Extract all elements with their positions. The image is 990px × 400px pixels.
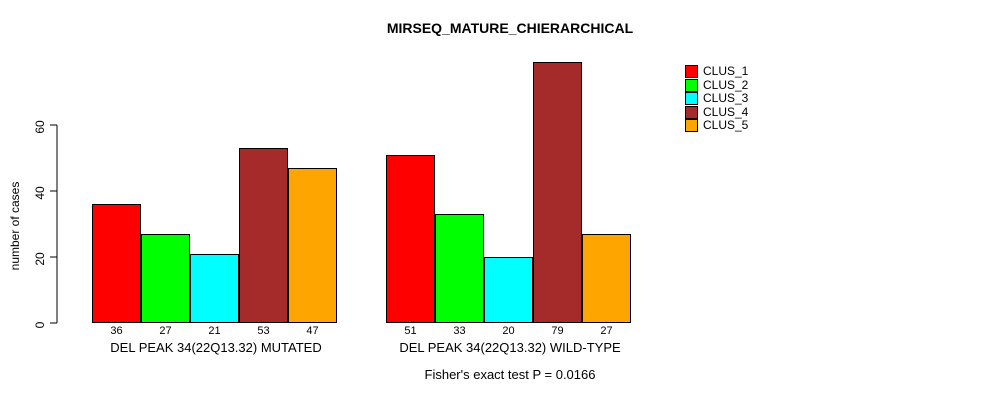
bar-clus_4-group1 <box>239 148 288 323</box>
bar-value-label: 27 <box>159 325 172 337</box>
y-axis-tick-label-text: 60 <box>33 120 47 134</box>
legend-label: CLUS_5 <box>703 118 749 132</box>
bar-value-label: 21 <box>208 325 221 337</box>
x-group-label-wildtype: DEL PEAK 34(22Q13.32) WILD-TYPE <box>399 340 621 355</box>
legend-swatch-clus_4 <box>685 105 698 119</box>
legend-swatch-clus_5 <box>685 119 698 133</box>
bar-clus_5-group1 <box>288 168 337 323</box>
bar-value-label: 33 <box>453 325 466 337</box>
legend-label: CLUS_2 <box>703 77 749 92</box>
y-axis-tick-label-text: 20 <box>33 252 47 266</box>
bar-value-label: 20 <box>502 325 515 337</box>
bar-clus_2-group1 <box>141 234 190 323</box>
legend-label: CLUS_3 <box>703 91 749 105</box>
legend-label: CLUS_4 <box>703 104 749 119</box>
bar-value-label: 27 <box>600 325 613 337</box>
legend-item-clus_4: CLUS_4 <box>685 104 749 120</box>
bar-clus_2-group2 <box>435 214 484 323</box>
bar-clus_1-group1 <box>92 204 141 323</box>
bar-clus_3-group2 <box>484 257 533 323</box>
legend-swatch-clus_2 <box>685 78 698 92</box>
bar-value-label: 51 <box>404 325 417 337</box>
bar-clus_3-group1 <box>190 254 239 323</box>
chart-title: MIRSEQ_MATURE_CHIERARCHICAL <box>386 20 634 36</box>
legend-item-clus_2: CLUS_2 <box>685 77 749 93</box>
y-axis-tick-label-text: 0 <box>33 321 47 329</box>
legend-swatch-clus_1 <box>685 65 698 79</box>
bar-value-label: 47 <box>306 325 319 337</box>
bar-clus_1-group2 <box>386 155 435 323</box>
footnote: Fisher's exact test P = 0.0166 <box>424 367 596 382</box>
bar-clus_4-group2 <box>533 62 582 323</box>
bar-clus_5-group2 <box>582 234 631 323</box>
legend-item-clus_1: CLUS_1 <box>685 64 749 79</box>
y-axis-tick-label-text: 40 <box>33 186 47 200</box>
legend-item-clus_5: CLUS_5 <box>685 118 749 133</box>
bar-value-label: 36 <box>110 325 123 337</box>
bar-value-label: 53 <box>257 325 270 337</box>
x-group-label-mutated: DEL PEAK 34(22Q13.32) MUTATED <box>110 340 322 355</box>
legend-item-clus_3: CLUS_3 <box>685 91 749 106</box>
legend-swatch-clus_3 <box>685 92 698 106</box>
legend-label: CLUS_1 <box>703 64 749 78</box>
bar-value-label: 79 <box>551 325 564 337</box>
y-axis-line <box>50 124 58 324</box>
legend: CLUS_1 CLUS_2 CLUS_3 CLUS_4 CLUS_5 <box>685 64 749 133</box>
